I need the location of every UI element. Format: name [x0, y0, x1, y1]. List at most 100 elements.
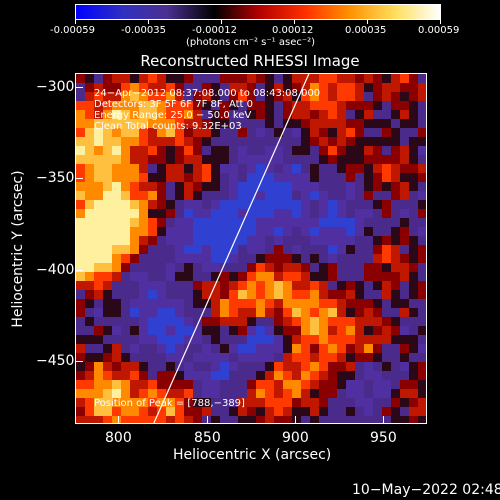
heatmap-cell: [166, 335, 175, 344]
heatmap-cell: [247, 227, 256, 236]
heatmap-cell: [409, 290, 418, 299]
heatmap-cell: [85, 326, 94, 335]
heatmap-cell: [166, 362, 175, 371]
heatmap-cell: [220, 371, 229, 380]
heatmap-cell: [328, 344, 337, 353]
heatmap-cell: [346, 74, 355, 83]
heatmap-cell: [247, 344, 256, 353]
heatmap-cell: [76, 101, 85, 110]
heatmap-cell: [256, 389, 265, 398]
heatmap-cell: [391, 173, 400, 182]
heatmap-cell: [364, 92, 373, 101]
heatmap-cell: [301, 74, 310, 83]
heatmap-cell: [157, 362, 166, 371]
heatmap-cell: [139, 182, 148, 191]
heatmap-cell: [184, 74, 193, 83]
heatmap-cell: [382, 119, 391, 128]
heatmap-cell: [193, 335, 202, 344]
heatmap-cell: [274, 317, 283, 326]
heatmap-cell: [121, 299, 130, 308]
heatmap-cell: [382, 407, 391, 416]
heatmap-cell: [418, 110, 426, 119]
heatmap-cell: [382, 263, 391, 272]
heatmap-cell: [382, 218, 391, 227]
heatmap-cell: [355, 326, 364, 335]
heatmap-cell: [202, 254, 211, 263]
heatmap-cell: [157, 416, 166, 423]
heatmap-cell: [202, 101, 211, 110]
heatmap-cell: [76, 308, 85, 317]
heatmap-cell: [85, 191, 94, 200]
colorbar-tick-label: 0.00035: [345, 25, 387, 36]
heatmap-cell: [85, 335, 94, 344]
heatmap-cell: [184, 344, 193, 353]
heatmap-cell: [301, 164, 310, 173]
heatmap-cell: [400, 344, 409, 353]
heatmap-cell: [409, 164, 418, 173]
heatmap-cell: [229, 245, 238, 254]
heatmap-cell: [364, 299, 373, 308]
heatmap-cell: [76, 74, 85, 83]
heatmap-cell: [202, 236, 211, 245]
heatmap-cell: [193, 209, 202, 218]
heatmap-cell: [211, 218, 220, 227]
overlay-detectors: Detectors: 3F 5F 6F 7F 8F, Att 0: [94, 99, 254, 110]
heatmap-cell: [184, 272, 193, 281]
heatmap-cell: [418, 155, 426, 164]
heatmap-cell: [94, 380, 103, 389]
heatmap-cell: [112, 209, 121, 218]
heatmap-cell: [157, 254, 166, 263]
heatmap-cell: [256, 101, 265, 110]
y-tick-mark: [75, 270, 83, 271]
heatmap-cell: [337, 335, 346, 344]
heatmap-cell: [202, 389, 211, 398]
heatmap-cell: [301, 263, 310, 272]
heatmap-cell: [139, 83, 148, 92]
heatmap-cell: [310, 128, 319, 137]
heatmap-cell: [139, 398, 148, 407]
heatmap-cell: [337, 173, 346, 182]
heatmap-cell: [283, 146, 292, 155]
heatmap-cell: [166, 92, 175, 101]
heatmap-cell: [400, 200, 409, 209]
heatmap-cell: [166, 74, 175, 83]
heatmap-cell: [229, 227, 238, 236]
heatmap-cell: [76, 92, 85, 101]
heatmap-cell: [238, 155, 247, 164]
heatmap-cell: [85, 272, 94, 281]
heatmap-cell: [364, 137, 373, 146]
heatmap-cell: [175, 74, 184, 83]
heatmap-cell: [139, 173, 148, 182]
heatmap-cell: [382, 110, 391, 119]
heatmap-cell: [409, 398, 418, 407]
heatmap-cell: [184, 326, 193, 335]
heatmap-cell: [373, 110, 382, 119]
heatmap-cell: [94, 155, 103, 164]
heatmap-cell: [130, 164, 139, 173]
heatmap-cell: [247, 407, 256, 416]
heatmap-cell: [112, 326, 121, 335]
heatmap-cell: [85, 146, 94, 155]
heatmap-cell: [229, 101, 238, 110]
heatmap-cell: [310, 371, 319, 380]
heatmap-cell: [373, 155, 382, 164]
heatmap-cell: [319, 416, 328, 423]
heatmap-cell: [211, 209, 220, 218]
heatmap-cell: [121, 209, 130, 218]
heatmap-cell: [121, 335, 130, 344]
heatmap-cell: [112, 164, 121, 173]
heatmap-cell: [301, 398, 310, 407]
heatmap-cell: [130, 407, 139, 416]
heatmap-cell: [121, 173, 130, 182]
heatmap-cell: [274, 299, 283, 308]
heatmap-cell: [175, 389, 184, 398]
heatmap-cell: [391, 416, 400, 423]
heatmap-cell: [166, 209, 175, 218]
heatmap-cell: [202, 245, 211, 254]
heatmap-cell: [166, 191, 175, 200]
heatmap-cell: [76, 380, 85, 389]
heatmap-cell: [166, 182, 175, 191]
heatmap-cell: [292, 83, 301, 92]
heatmap-cell: [139, 326, 148, 335]
heatmap-cell: [130, 389, 139, 398]
